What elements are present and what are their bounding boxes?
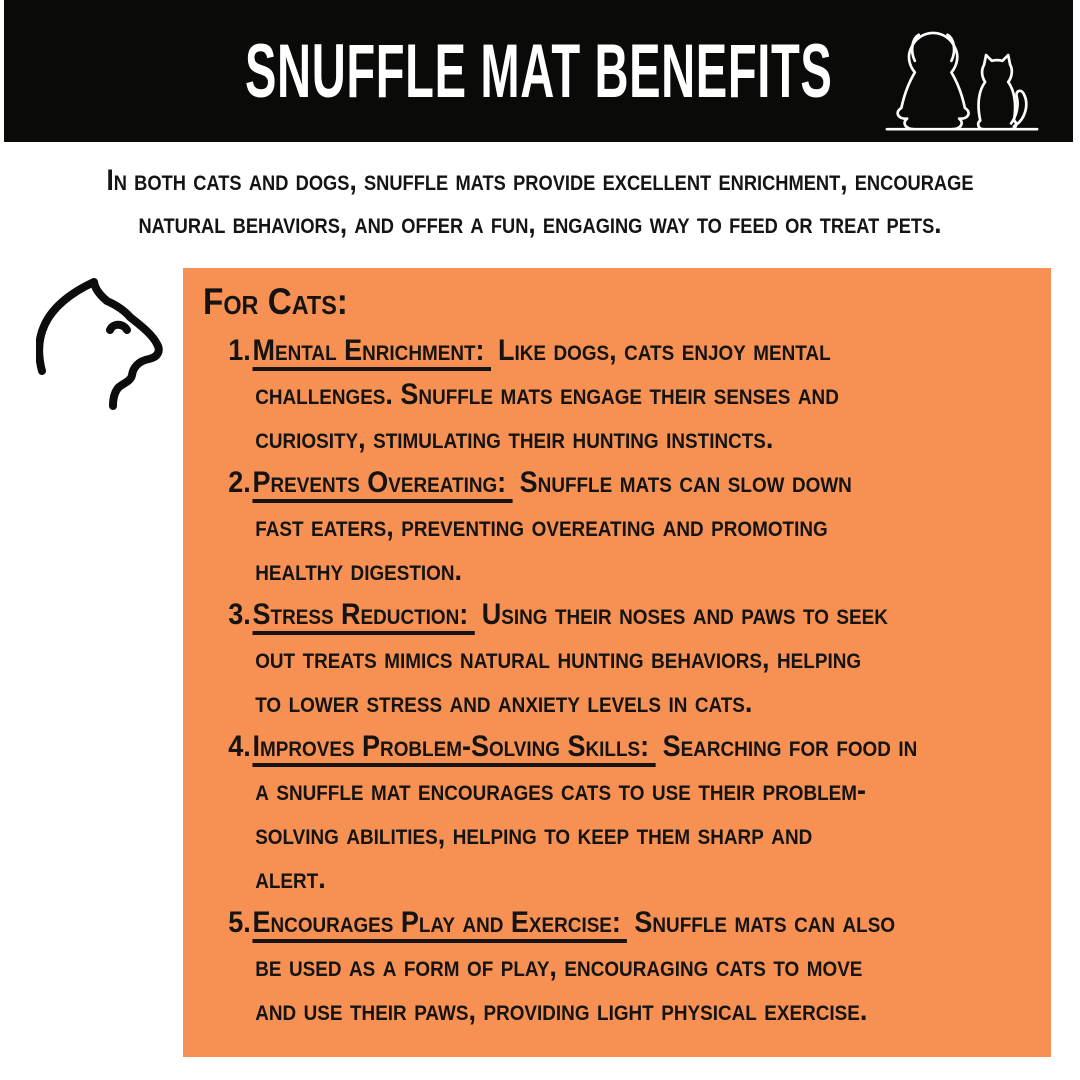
list-item-title: Prevents Overeating:: [252, 466, 513, 503]
benefit-list: 1.Mental Enrichment: Like dogs, cats enjo…: [203, 329, 999, 1033]
list-item-number: 2.: [228, 466, 251, 499]
list-item-title: Improves Problem-Solving Skills:: [252, 730, 656, 767]
intro-paragraph: In both cats and dogs, snuffle mats prov…: [106, 164, 974, 240]
list-item-number: 3.: [228, 598, 251, 631]
list-item: 5.Encourages Play and Exercise: Snuffle m…: [203, 901, 999, 1033]
header-banner: SNUFFLE MAT BENEFITS: [4, 0, 1073, 142]
list-item: 4.Improves Problem-Solving Skills: Search…: [203, 725, 999, 901]
dog-and-cat-sitting-icon: [885, 31, 1039, 131]
list-item-number: 4.: [228, 730, 251, 763]
panel-heading-row: For Cats:: [203, 281, 1051, 329]
cat-profile-icon: [36, 278, 163, 410]
list-item-number: 1.: [228, 334, 251, 367]
benefits-panel: For Cats: 1.Mental Enrichment: Like dogs,…: [183, 268, 1051, 1057]
list-item-body: Snuffle mats can also be used as a form …: [255, 906, 896, 1027]
list-item-title: Mental Enrichment:: [252, 334, 491, 371]
list-item-title: Encourages Play and Exercise:: [252, 906, 628, 943]
list-item: 2.Prevents Overeating: Snuffle mats can s…: [203, 461, 999, 593]
list-item: 3.Stress Reduction: Using their noses and…: [203, 593, 999, 725]
list-item-number: 5.: [228, 906, 251, 939]
list-item-body: Searching for food in a snuffle mat enco…: [255, 730, 918, 895]
list-item-body: Snuffle mats can slow down fast eaters, …: [255, 466, 852, 587]
page-title: SNUFFLE MAT BENEFITS: [244, 28, 833, 114]
panel-heading: For Cats:: [203, 281, 348, 322]
list-item-title: Stress Reduction:: [252, 598, 475, 635]
list-item-body: Using their noses and paws to seek out t…: [255, 598, 888, 719]
list-item: 1.Mental Enrichment: Like dogs, cats enjo…: [203, 329, 999, 461]
list-item-body: Like dogs, cats enjoy mental challenges.…: [255, 334, 839, 455]
